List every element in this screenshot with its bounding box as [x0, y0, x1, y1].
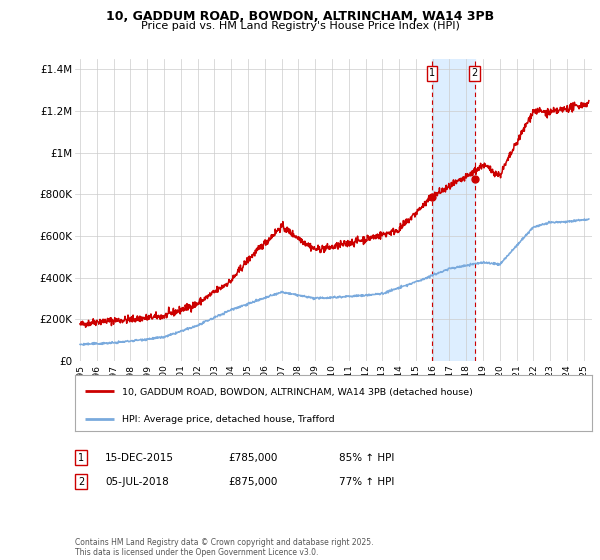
Text: 1: 1	[78, 452, 84, 463]
Text: HPI: Average price, detached house, Trafford: HPI: Average price, detached house, Traf…	[122, 416, 334, 424]
Text: 85% ↑ HPI: 85% ↑ HPI	[339, 452, 394, 463]
Text: £785,000: £785,000	[228, 452, 277, 463]
Text: Price paid vs. HM Land Registry's House Price Index (HPI): Price paid vs. HM Land Registry's House …	[140, 21, 460, 31]
Text: 10, GADDUM ROAD, BOWDON, ALTRINCHAM, WA14 3PB (detached house): 10, GADDUM ROAD, BOWDON, ALTRINCHAM, WA1…	[122, 388, 472, 396]
Text: 2: 2	[472, 68, 478, 78]
Text: 77% ↑ HPI: 77% ↑ HPI	[339, 477, 394, 487]
Text: 1: 1	[429, 68, 435, 78]
Text: £875,000: £875,000	[228, 477, 277, 487]
Text: Contains HM Land Registry data © Crown copyright and database right 2025.
This d: Contains HM Land Registry data © Crown c…	[75, 538, 373, 557]
Bar	[432, 59, 475, 361]
Text: 15-DEC-2015: 15-DEC-2015	[105, 452, 174, 463]
Text: 10, GADDUM ROAD, BOWDON, ALTRINCHAM, WA14 3PB: 10, GADDUM ROAD, BOWDON, ALTRINCHAM, WA1…	[106, 10, 494, 23]
Text: 05-JUL-2018: 05-JUL-2018	[105, 477, 169, 487]
Text: 2: 2	[78, 477, 84, 487]
